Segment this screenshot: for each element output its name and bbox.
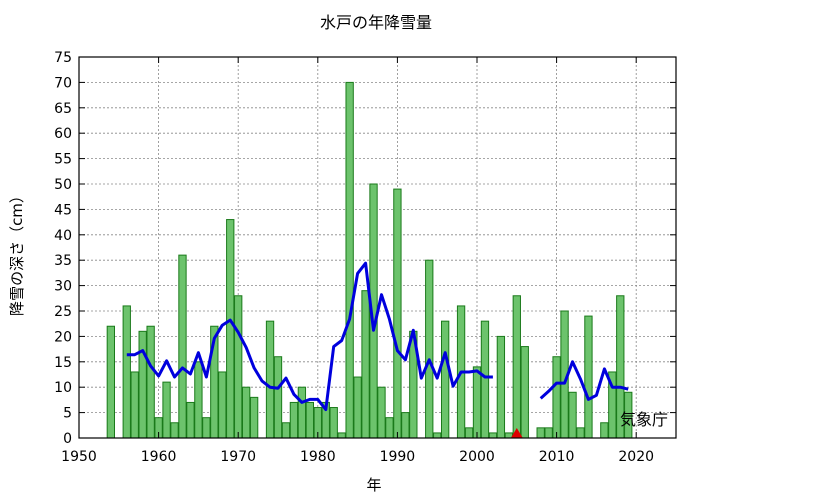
y-tick-label: 40	[54, 228, 72, 244]
bar	[353, 376, 362, 439]
y-tick-label: 30	[54, 279, 72, 295]
bar	[130, 371, 139, 439]
bar	[385, 417, 394, 439]
bar	[536, 427, 545, 439]
bar	[552, 356, 561, 439]
bar	[600, 422, 609, 439]
y-tick-label: 15	[54, 355, 72, 371]
bar	[297, 386, 307, 439]
bar	[488, 432, 498, 439]
chart-title: 水戸の年降雪量	[320, 13, 432, 32]
bar	[544, 427, 553, 439]
y-tick-label: 55	[54, 152, 72, 168]
bar	[241, 386, 251, 439]
y-tick-label: 35	[54, 253, 72, 269]
bar	[194, 361, 203, 439]
bar	[305, 401, 315, 439]
bar	[512, 295, 521, 439]
axis-ticks: 1950 1960 1970 1980 1990 2000 2010 2020 0 5 10 15 20…	[54, 50, 676, 465]
bar	[425, 259, 434, 439]
y-tick-label: 45	[54, 202, 72, 218]
bar	[464, 427, 474, 439]
y-tick-label: 20	[54, 329, 72, 345]
credit-label: 気象庁	[620, 410, 668, 429]
y-tick-label: 70	[54, 75, 72, 91]
markers-layer	[510, 428, 523, 438]
x-tick-label: 1960	[141, 449, 177, 465]
bar	[329, 407, 338, 439]
y-tick-label: 50	[54, 177, 72, 193]
bar	[289, 401, 299, 439]
bar	[361, 290, 370, 439]
bar	[576, 427, 585, 439]
x-tick-label: 1990	[380, 449, 416, 465]
bar	[178, 254, 187, 439]
y-tick-label: 25	[54, 304, 72, 320]
bar	[520, 346, 529, 439]
x-tick-label: 1970	[220, 449, 256, 465]
bar	[496, 335, 506, 439]
bar	[146, 325, 155, 439]
bar	[170, 422, 179, 439]
x-axis-label: 年	[366, 476, 381, 494]
x-tick-label: 2000	[459, 449, 495, 465]
bar	[273, 356, 283, 439]
bar	[433, 432, 442, 439]
bar	[226, 219, 235, 439]
bar	[440, 320, 450, 439]
bar	[281, 422, 291, 439]
y-tick-label: 10	[54, 380, 72, 396]
bar	[345, 81, 354, 439]
bar	[265, 320, 275, 439]
moving-average-layer	[126, 261, 629, 412]
bar	[472, 366, 482, 439]
bar	[162, 381, 171, 439]
y-tick-label: 65	[54, 101, 72, 117]
y-tick-label: 5	[63, 406, 72, 422]
bar	[249, 396, 259, 439]
bar	[584, 315, 593, 439]
x-tick-label: 1950	[61, 449, 97, 465]
x-tick-label: 2010	[539, 449, 575, 465]
bar	[337, 432, 346, 439]
moving-average-line	[126, 261, 493, 412]
x-tick-label: 2020	[618, 449, 654, 465]
bar	[568, 391, 577, 439]
moving-average-line	[539, 360, 629, 401]
bar	[122, 305, 131, 439]
y-tick-label: 60	[54, 126, 72, 142]
bar	[401, 412, 410, 439]
y-tick-label: 0	[63, 431, 72, 447]
bar	[234, 295, 243, 439]
bar	[186, 401, 195, 439]
missing-data-marker	[510, 428, 523, 438]
bar	[377, 386, 386, 439]
plot-frame	[78, 56, 677, 439]
bar	[202, 417, 211, 439]
x-tick-label: 1980	[300, 449, 336, 465]
y-axis-label: 降雪の深さ（cm）	[8, 188, 26, 316]
y-tick-label: 75	[54, 50, 72, 66]
bar	[106, 325, 116, 439]
bar	[393, 188, 402, 439]
bar	[218, 371, 227, 439]
bar	[480, 320, 490, 439]
bar	[138, 330, 147, 439]
